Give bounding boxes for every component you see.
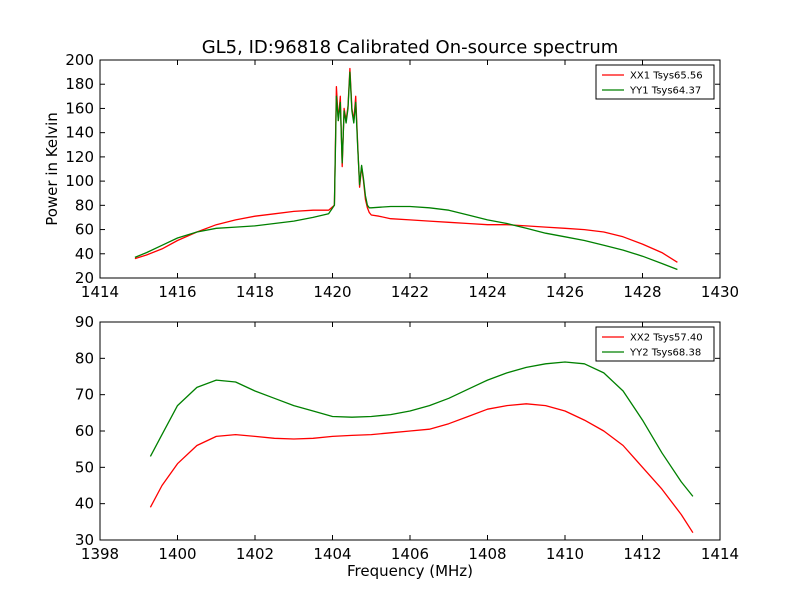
panel0-x-tick-label: 1422 — [391, 283, 429, 301]
panel0-y-tick-label: 100 — [65, 172, 94, 190]
panel1-x-tick-label: 1408 — [468, 545, 506, 563]
panel1-y-tick-label: 80 — [75, 349, 94, 367]
panel1-y-tick-label: 30 — [75, 531, 94, 549]
panel1-series-line-1 — [149, 361, 694, 497]
panel1-x-tick-label: 1410 — [546, 545, 584, 563]
panel1-y-tick-label: 50 — [75, 458, 94, 476]
panel1-x-tick-label: 1402 — [236, 545, 274, 563]
panel0-x-tick-label: 1430 — [701, 283, 739, 301]
panel0-x-tick-label: 1414 — [81, 283, 119, 301]
panel1-legend-label-0: XX2 Tsys57.40 — [630, 333, 703, 344]
panel0-y-tick-label: 20 — [75, 269, 94, 287]
panel0-legend-label-1: YY1 Tsys64.37 — [629, 86, 701, 97]
panel0-y-tick-label: 160 — [65, 99, 94, 117]
panel1-series-line-0 — [149, 403, 694, 534]
panel0-y-tick-label: 40 — [75, 245, 94, 263]
panel1-legend — [595, 326, 715, 362]
panel0-y-tick-label: 200 — [65, 51, 94, 69]
panel1-y-tick-label: 90 — [75, 313, 94, 331]
panel1-x-tick-label: 1412 — [623, 545, 661, 563]
bottom-panel: 1398 1400 1402 1404 1406 1408 1410 1412 1414 30 40… — [75, 313, 739, 580]
panel0-x-tick-label: 1426 — [546, 283, 584, 301]
chart-title: GL5, ID:96818 Calibrated On-source spect… — [202, 37, 619, 58]
panel1-legend-label-1: YY2 Tsys68.38 — [629, 348, 701, 359]
panel1-y-tick-label: 40 — [75, 495, 94, 513]
panel0-x-tick-label: 1416 — [158, 283, 196, 301]
panel0-series-line-1 — [134, 71, 678, 271]
panel1-x-tick-label: 1406 — [391, 545, 429, 563]
panel0-y-tick-label: 60 — [75, 221, 94, 239]
panel1-y-tick-label: 70 — [75, 386, 94, 404]
panel1-x-tick-label: 1398 — [81, 545, 119, 563]
panel0-y-tick-label: 80 — [75, 196, 94, 214]
panel1-x-tick-label: 1414 — [701, 545, 739, 563]
panel1-y-tick-label: 60 — [75, 422, 94, 440]
panel0-x-tick-label: 1428 — [623, 283, 661, 301]
panel0-x-tick-label: 1424 — [468, 283, 506, 301]
panel0-x-tick-label: 1420 — [313, 283, 351, 301]
panel0-legend — [595, 64, 715, 100]
panel0-legend-label-0: XX1 Tsys65.56 — [630, 71, 703, 82]
panel0-y-tick-label: 120 — [65, 148, 94, 166]
panel1-x-axis-label: Frequency (MHz) — [347, 562, 473, 580]
panel0-y-axis-label: Power in Kelvin — [43, 112, 61, 226]
panel0-x-tick-label: 1418 — [236, 283, 274, 301]
top-panel: 1414 1416 1418 1420 1422 1424 1426 1428 1430 20 40… — [43, 51, 739, 301]
panel1-x-tick-label: 1404 — [313, 545, 351, 563]
panel1-x-tick-label: 1400 — [158, 545, 196, 563]
panel0-y-tick-label: 140 — [65, 124, 94, 142]
panel0-y-tick-label: 180 — [65, 75, 94, 93]
